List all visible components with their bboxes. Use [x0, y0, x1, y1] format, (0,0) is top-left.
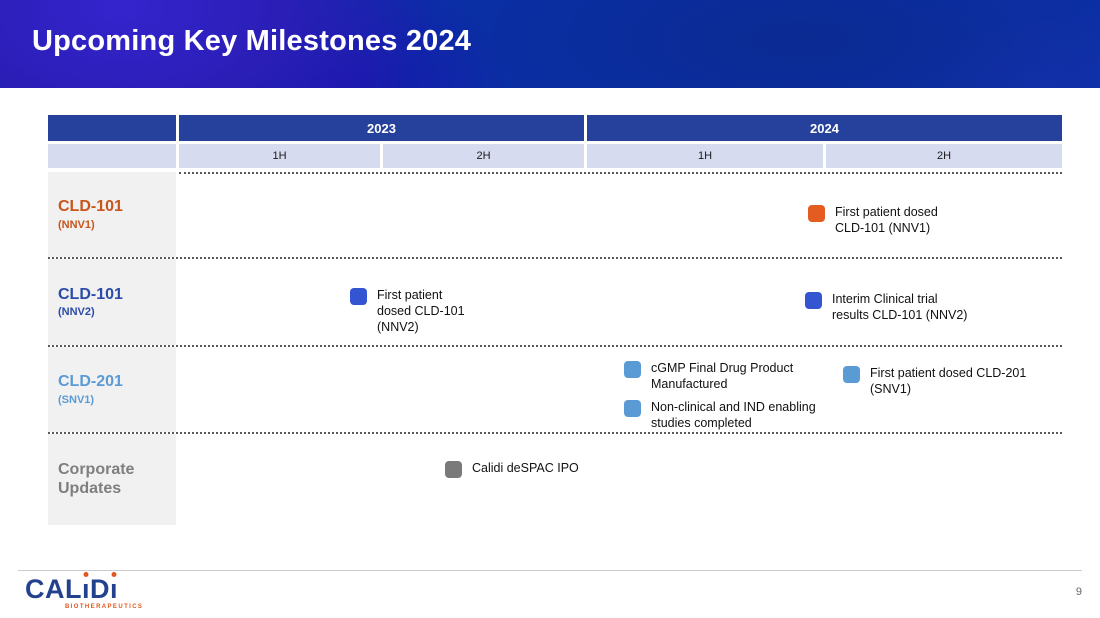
logo-i-dot-icon [111, 572, 117, 577]
half-header-2023-1h: 1H [179, 144, 380, 168]
row-content-cell: Calidi deSPAC IPO [179, 434, 1062, 525]
milestone-marker-icon [805, 292, 822, 309]
page-number: 9 [1075, 586, 1082, 598]
row-sublabel: (NNV2) [58, 306, 95, 319]
row-content-cell: cGMP Final Drug Product Manufactured Non-… [179, 347, 1062, 432]
logo-letter-i: ı [82, 572, 91, 604]
milestone-text: First patient dosed CLD-201 (SNV1) [870, 366, 1027, 396]
milestone-marker-icon [350, 288, 367, 305]
logo-letter-i: ı [110, 572, 119, 604]
half-header-2023-2h: 2H [383, 144, 584, 168]
milestone: Non-clinical and IND enabling studies co… [624, 399, 816, 431]
milestone-marker-icon [843, 366, 860, 383]
milestone-text: Interim Clinical trial results CLD-101 (… [832, 292, 968, 322]
calidi-logo: CALı Dı BIOTHERAPEUTICS [25, 572, 144, 610]
row-label-cell: CLD-101 (NNV2) [48, 259, 176, 345]
milestone-row: CLD-201 (SNV1) cGMP Final Drug Product Man… [48, 347, 1062, 434]
milestone-rows: CLD-101 (NNV1) First patient dosed CLD-101… [48, 172, 1062, 525]
milestone: cGMP Final Drug Product Manufactured [624, 360, 793, 392]
milestone-marker-icon [624, 361, 641, 378]
milestone-table: 2023 2024 1H 2H 1H 2H CLD-101 (NNV1) First… [48, 115, 1062, 525]
milestone-text: Calidi deSPAC IPO [472, 461, 579, 475]
year-header-spacer [48, 115, 176, 141]
logo-text-d: D [90, 574, 111, 604]
row-label: CLD-201 [58, 373, 123, 391]
milestone-marker-icon [445, 461, 462, 478]
milestone: Interim Clinical trial results CLD-101 (… [805, 291, 967, 323]
row-label-cell: Corporate Updates [48, 434, 176, 525]
milestone-marker-icon [624, 400, 641, 417]
slide-title-band: Upcoming Key Milestones 2024 [0, 0, 1100, 88]
half-header-row: 1H 2H 1H 2H [48, 144, 1062, 168]
half-header-2024-2h: 2H [826, 144, 1062, 168]
logo-text-cal: CAL [25, 574, 82, 604]
slide-title: Upcoming Key Milestones 2024 [32, 25, 472, 57]
row-label-cell: CLD-201 (SNV1) [48, 347, 176, 432]
half-header-2024-1h: 1H [587, 144, 823, 168]
milestone-text: First patient dosed CLD-101 (NNV1) [835, 205, 938, 235]
row-content-cell: First patient dosed CLD-101 (NNV2) Interi… [179, 259, 1062, 345]
milestone: First patient dosed CLD-101 (NNV2) [350, 287, 465, 335]
milestone-row: CLD-101 (NNV1) First patient dosed CLD-101… [48, 172, 1062, 259]
milestone-text: First patient dosed CLD-101 (NNV2) [377, 288, 465, 334]
milestone-text: cGMP Final Drug Product Manufactured [651, 361, 794, 391]
calidi-logo-subtitle: BIOTHERAPEUTICS [65, 604, 144, 610]
row-sublabel: (NNV1) [58, 218, 95, 231]
footer-divider [18, 570, 1082, 571]
year-header-row: 2023 2024 [48, 115, 1062, 141]
year-header-2024: 2024 [587, 115, 1062, 141]
row-label: CLD-101 [58, 285, 123, 303]
milestone-row: CLD-101 (NNV2) First patient dosed CLD-101… [48, 259, 1062, 347]
row-sublabel: (SNV1) [58, 393, 95, 406]
milestone-row: Corporate Updates Calidi deSPAC IPO [48, 434, 1062, 525]
row-label: CLD-101 [58, 198, 123, 216]
row-content-cell: First patient dosed CLD-101 (NNV1) [179, 172, 1062, 257]
milestone: Calidi deSPAC IPO [445, 460, 579, 478]
row-label-cell: CLD-101 (NNV1) [48, 172, 176, 257]
slide-footer: CALı Dı BIOTHERAPEUTICS 9 [0, 570, 1100, 618]
logo-i-dot-icon [83, 572, 89, 577]
milestone-marker-icon [808, 205, 825, 222]
year-header-2023: 2023 [179, 115, 584, 141]
calidi-logo-wordmark: CALı Dı [25, 572, 143, 604]
half-header-spacer [48, 144, 176, 168]
milestone: First patient dosed CLD-201 (SNV1) [843, 365, 1026, 397]
row-label: Corporate Updates [58, 461, 135, 497]
milestone: First patient dosed CLD-101 (NNV1) [808, 204, 938, 236]
milestone-text: Non-clinical and IND enabling studies co… [651, 400, 816, 430]
